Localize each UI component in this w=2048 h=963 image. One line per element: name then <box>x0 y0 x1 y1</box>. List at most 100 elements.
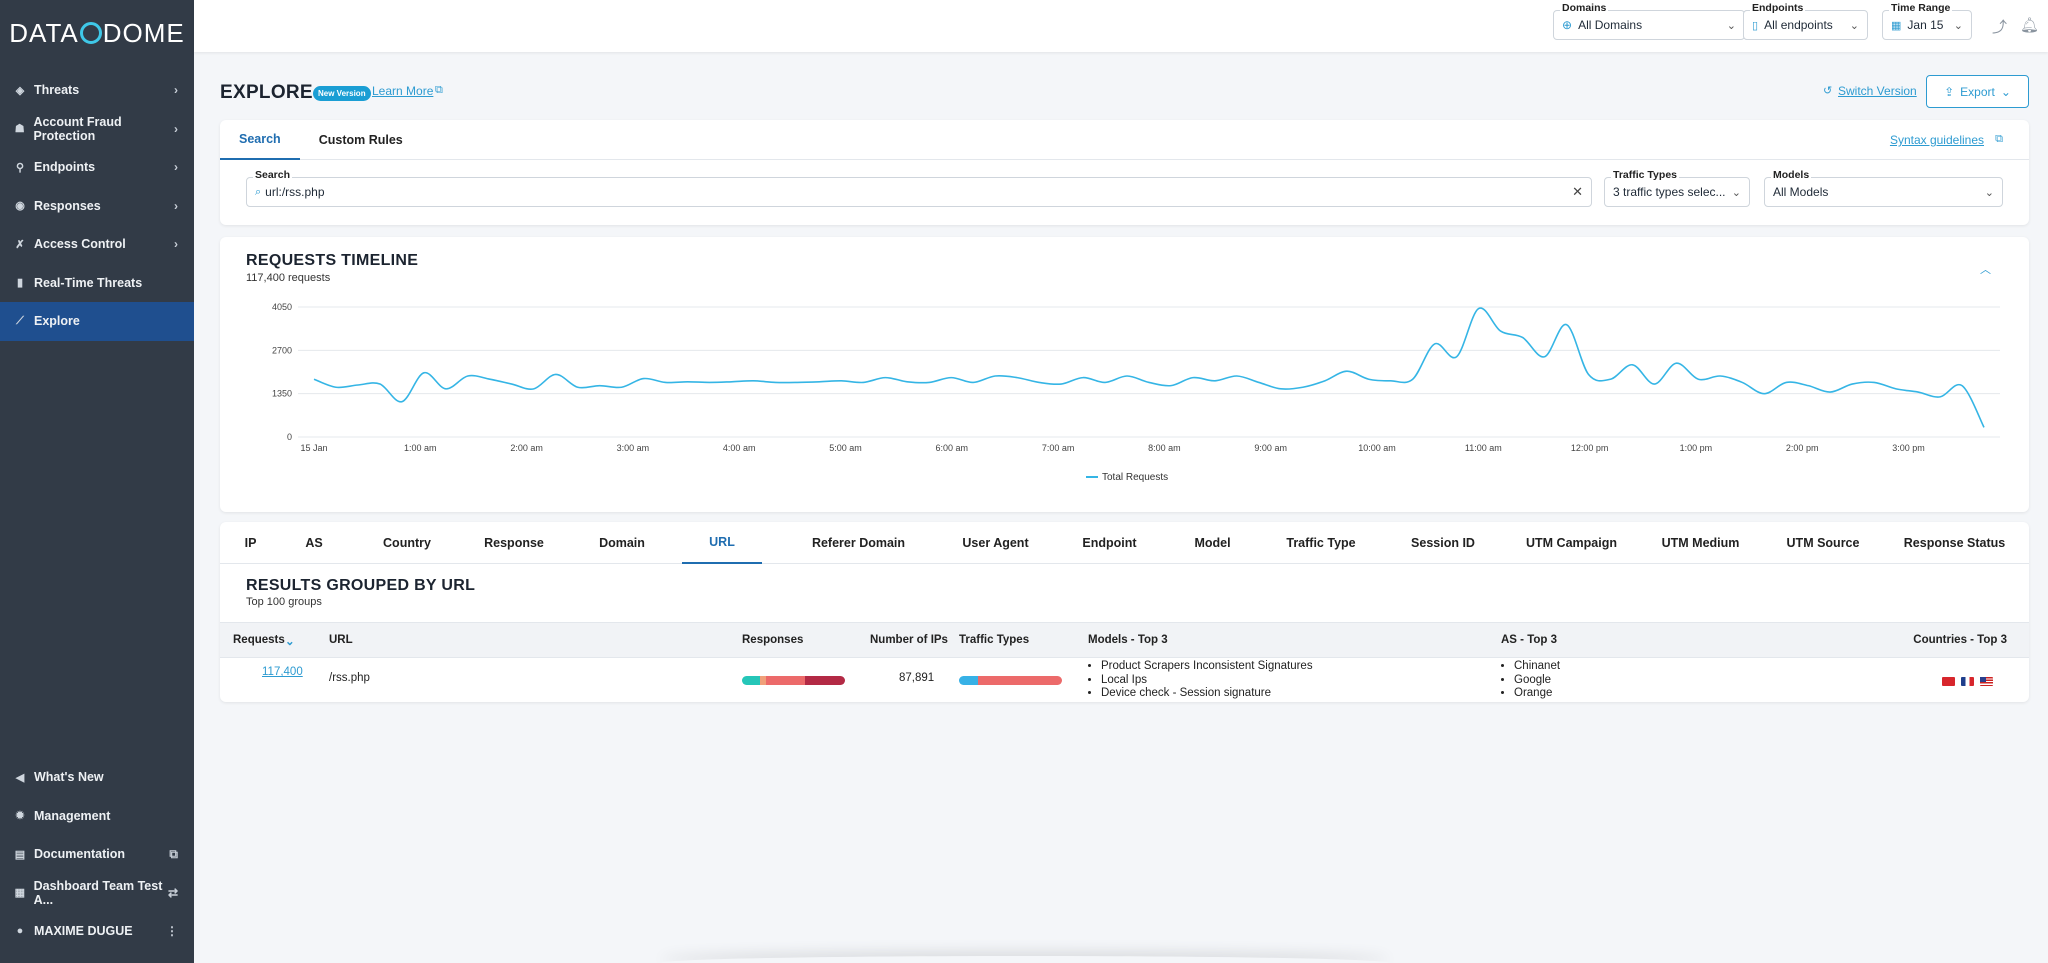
share-icon[interactable]: ⤴ <box>1992 19 2008 36</box>
list-item: Google <box>1514 674 1560 688</box>
syntax-guidelines-link[interactable]: Syntax guidelines <box>1889 133 1984 147</box>
response-icon: ◉ <box>15 200 25 213</box>
tab-domain[interactable]: Domain <box>599 536 645 550</box>
tab-utm-source[interactable]: UTM Source <box>1786 536 1860 550</box>
tab-endpoint[interactable]: Endpoint <box>1082 536 1137 550</box>
time-range-label: Time Range <box>1889 2 1953 14</box>
ips-value: 87,891 <box>899 672 935 684</box>
shield-icon: ◈ <box>15 84 25 97</box>
megaphone-icon: ◀ <box>15 771 25 784</box>
col-models: Models - Top 3 <box>1088 634 1168 646</box>
results-card: IP AS Country Response Domain URL Referer Doma… <box>220 522 2029 702</box>
sidebar-item-responses[interactable]: ◉ Responses › <box>0 187 194 226</box>
sidebar-item-documentation[interactable]: ▤ Documentation ⧉ <box>0 835 194 874</box>
col-requests[interactable]: Requests <box>233 634 285 646</box>
y-tick-label: 4050 <box>272 302 292 312</box>
external-link-icon[interactable]: ⧉ <box>169 846 178 861</box>
gear-icon: ✹ <box>15 810 25 823</box>
user-shield-icon: ☗ <box>14 123 25 136</box>
chevron-right-icon: › <box>174 83 178 98</box>
fr-flag-icon <box>1961 677 1974 686</box>
search-panel: Search Custom Rules Syntax guidelines ⧉ S… <box>220 120 2029 225</box>
time-range-value: Jan 15 <box>1907 18 1944 32</box>
sidebar-item-label: MAXIME DUGUE <box>34 924 133 939</box>
tab-response[interactable]: Response <box>484 536 544 550</box>
export-button[interactable]: ⇪ Export ⌄ <box>1926 75 2029 108</box>
sidebar-item-management[interactable]: ✹ Management <box>0 797 194 836</box>
tab-ip[interactable]: IP <box>244 536 257 550</box>
requests-value-link[interactable]: 117,400 <box>262 666 303 678</box>
main-nav: ◈ Threats › ☗ Account Fraud Protection › ⚲ Endp… <box>0 71 194 341</box>
chevron-right-icon: › <box>174 198 178 213</box>
chevron-down-icon: ⌄ <box>1731 186 1741 199</box>
switch-version-link[interactable]: Switch Version <box>1838 84 1917 98</box>
bar-segment <box>742 676 760 685</box>
tab-referer-domain[interactable]: Referer Domain <box>811 536 906 550</box>
chevron-down-icon: ⌄ <box>1849 19 1859 32</box>
x-tick-label: 3:00 am <box>617 443 650 453</box>
sidebar-item-account-fraud-protection[interactable]: ☗ Account Fraud Protection › <box>0 110 194 149</box>
search-input[interactable]: Search ⌕ url:/rss.php ✕ <box>246 169 1592 207</box>
tab-traffic-type[interactable]: Traffic Type <box>1286 536 1356 550</box>
x-tick-label: 1:00 am <box>404 443 437 453</box>
sidebar-item-label: Responses <box>34 198 101 213</box>
tab-session-id[interactable]: Session ID <box>1411 536 1475 550</box>
bell-icon[interactable]: 🔔︎ <box>2020 17 2040 34</box>
timeline-title: REQUESTS TIMELINE <box>246 252 419 269</box>
bottom-shadow <box>660 956 1390 963</box>
switch-icon[interactable]: ⇄ <box>167 885 178 900</box>
group-by-tabs: IP AS Country Response Domain URL Referer Doma… <box>220 522 2029 564</box>
sidebar-item-label: Real-Time Threats <box>34 275 143 290</box>
tab-search[interactable]: Search <box>220 120 300 160</box>
bar-segment <box>977 676 1062 685</box>
time-range-select[interactable]: Time Range ▦ Jan 15 ⌄ <box>1882 2 1972 40</box>
chevron-up-icon[interactable]: ︿ <box>1980 264 1991 276</box>
models-select[interactable]: Models All Models ⌄ <box>1764 169 2003 207</box>
sidebar-item-label: What's New <box>34 770 104 785</box>
sidebar-item-threats[interactable]: ◈ Threats › <box>0 71 194 110</box>
url-value: /rss.php <box>329 672 370 684</box>
chevron-down-icon: ⌄ <box>2000 84 2011 99</box>
search-value: url:/rss.php <box>265 185 325 199</box>
sidebar-item-access-control[interactable]: ✗ Access Control › <box>0 225 194 264</box>
domains-select[interactable]: Domains ⊕ All Domains ⌄ <box>1553 2 1745 40</box>
tab-user-agent[interactable]: User Agent <box>962 536 1029 550</box>
x-tick-label: 7:00 am <box>1042 443 1075 453</box>
datadome-logo[interactable]: DATA DOME <box>0 0 194 66</box>
sidebar-item-maxime-dugue[interactable]: ● MAXIME DUGUE ⋮ <box>0 912 194 951</box>
tab-response-status[interactable]: Response Status <box>1903 536 2006 550</box>
tab-model[interactable]: Model <box>1194 536 1231 550</box>
history-icon: ↺ <box>1823 85 1833 97</box>
tab-custom-rules[interactable]: Custom Rules <box>318 133 403 147</box>
page-title: EXPLORE <box>220 82 313 103</box>
tab-country[interactable]: Country <box>383 536 431 550</box>
clear-icon[interactable]: ✕ <box>1572 184 1583 199</box>
sidebar-item-what-s-new[interactable]: ◀ What's New <box>0 758 194 797</box>
table-header: Requests ⌄ URL Responses Number of IPs T… <box>220 622 2029 658</box>
endpoints-select[interactable]: Endpoints ▯ All endpoints ⌄ <box>1743 2 1868 40</box>
tab-utm-campaign[interactable]: UTM Campaign <box>1526 536 1617 550</box>
traffic-types-select[interactable]: Traffic Types 3 traffic types selec... ⌄ <box>1604 169 1750 207</box>
traffic-types-label: Traffic Types <box>1611 169 1679 181</box>
learn-more-link[interactable]: Learn More <box>372 84 434 98</box>
logo-ring-icon <box>79 22 102 44</box>
tab-as[interactable]: AS <box>305 536 323 550</box>
user-icon: ● <box>16 925 24 938</box>
export-label: Export <box>1960 84 1995 99</box>
tab-utm-medium[interactable]: UTM Medium <box>1661 536 1740 550</box>
results-title: RESULTS GROUPED BY URL <box>246 577 476 594</box>
sidebar-item-explore[interactable]: ⟋ Explore <box>0 302 194 341</box>
tab-url[interactable]: URL <box>682 522 762 564</box>
kebab-menu-icon[interactable]: ⋮ <box>166 924 178 939</box>
sidebar: DATA DOME ◈ Threats › ☗ Account Fraud Protect… <box>0 0 194 963</box>
sidebar-item-real-time-threats[interactable]: ▮ Real-Time Threats <box>0 264 194 303</box>
bar-segment <box>765 676 805 685</box>
sidebar-item-label: Documentation <box>34 847 125 862</box>
sidebar-item-dashboard-team-test-a[interactable]: ▦ Dashboard Team Test A... ⇄ <box>0 874 194 913</box>
cn-flag-icon <box>1942 677 1955 686</box>
sort-desc-icon[interactable]: ⌄ <box>285 636 295 648</box>
timeline-chart: 0 1350 2700 4050 15 Jan 1:00 am 2:00 am 3:00 am… <box>272 302 2000 483</box>
sidebar-item-endpoints[interactable]: ⚲ Endpoints › <box>0 148 194 187</box>
chevron-down-icon: ⌄ <box>1726 19 1736 32</box>
sidebar-item-label: Management <box>34 808 111 823</box>
